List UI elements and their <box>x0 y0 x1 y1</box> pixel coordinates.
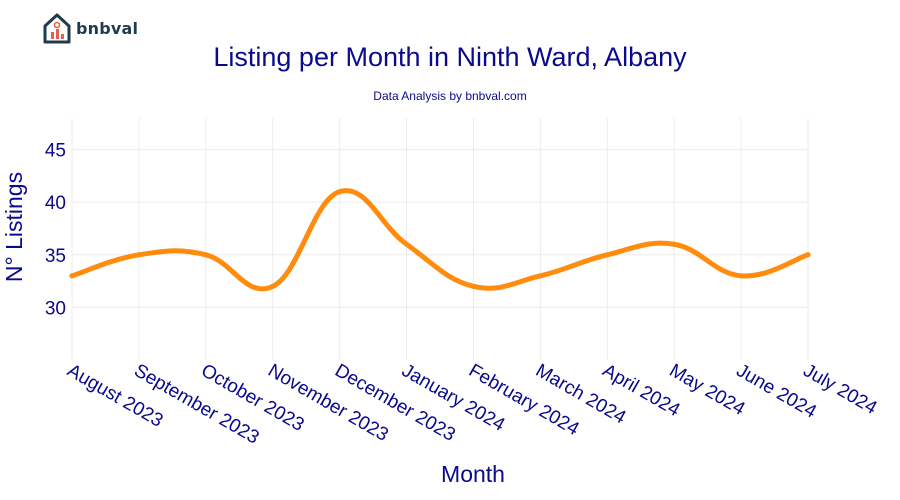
data-point <box>404 241 410 247</box>
data-point <box>136 252 142 258</box>
data-point <box>470 283 476 289</box>
grid <box>71 118 809 360</box>
series-line <box>69 188 811 292</box>
series-layer <box>69 188 811 292</box>
x-axis-title: Month <box>441 461 505 487</box>
y-axis-ticks: 30 35 40 45 <box>45 141 66 320</box>
brand-logo: bnbval <box>42 12 138 44</box>
y-axis-title: N° Listings <box>1 172 27 282</box>
chart-subtitle: Data Analysis by bnbval.com <box>373 89 527 103</box>
data-point <box>337 189 343 195</box>
data-point <box>604 252 610 258</box>
data-point <box>537 273 543 279</box>
data-point <box>203 252 209 258</box>
y-tick-label: 30 <box>45 298 66 319</box>
data-point <box>69 273 75 279</box>
y-tick-label: 35 <box>45 246 66 267</box>
data-point <box>671 241 677 247</box>
brand-name: bnbval <box>76 18 139 38</box>
chart-title: Listing per Month in Ninth Ward, Albany <box>213 42 687 72</box>
y-tick-label: 45 <box>45 141 66 162</box>
data-point <box>738 273 744 279</box>
data-point <box>805 252 811 258</box>
house-chart-icon <box>43 13 71 44</box>
data-point <box>270 283 276 289</box>
y-tick-label: 40 <box>45 193 66 214</box>
